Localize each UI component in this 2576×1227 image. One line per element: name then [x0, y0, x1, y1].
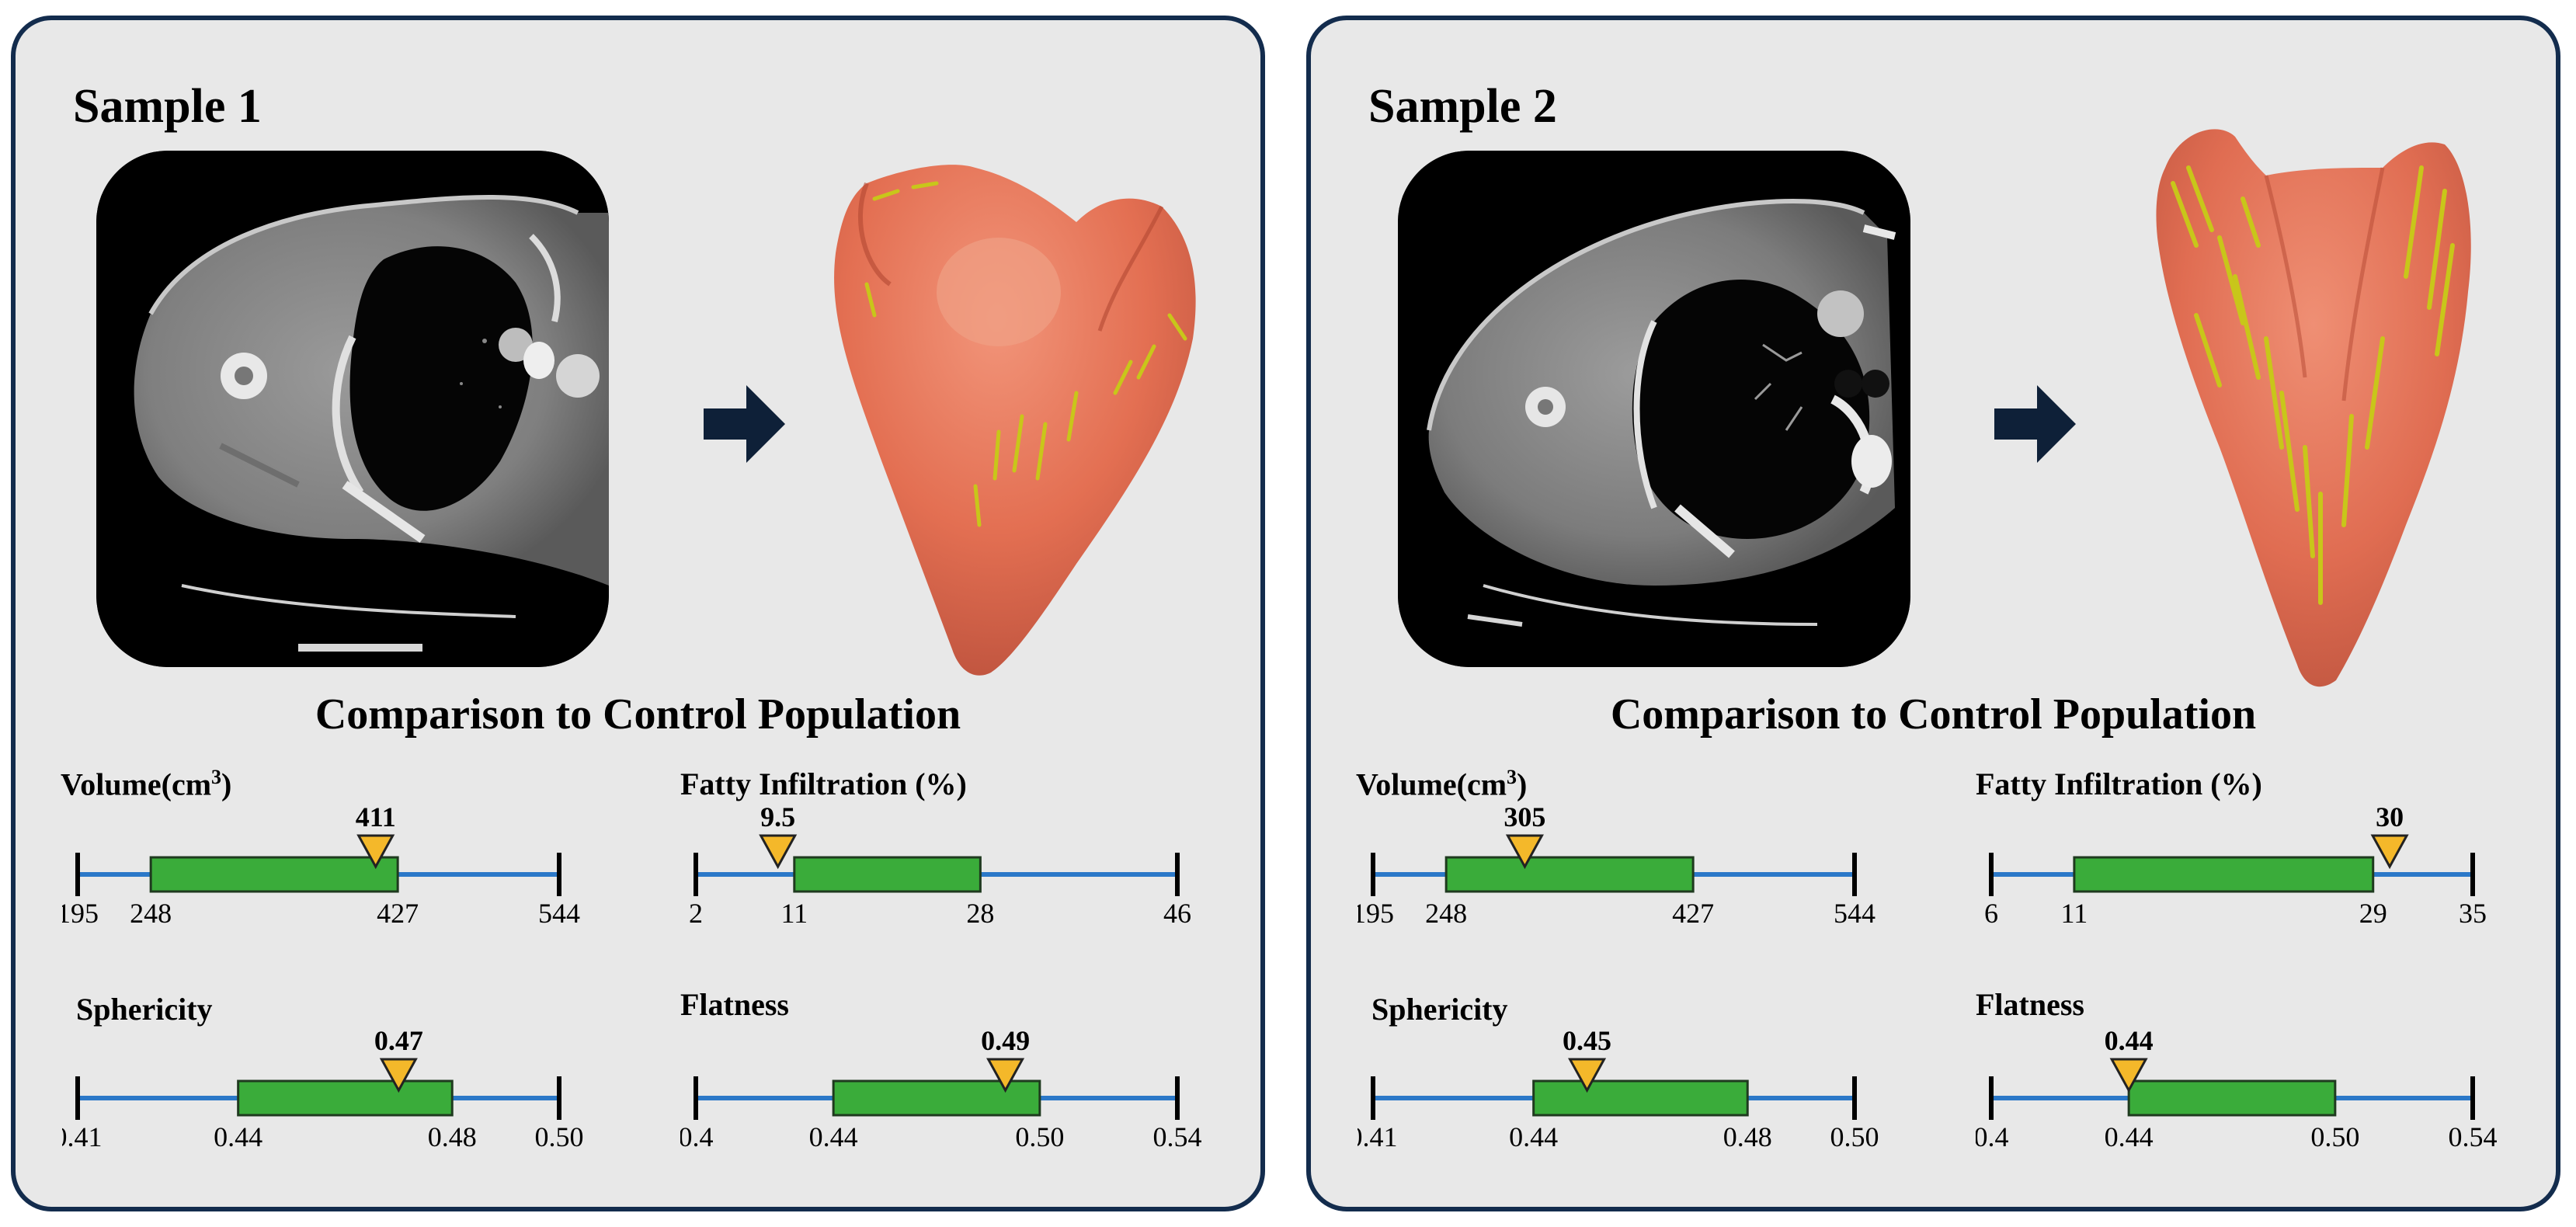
tick-label-min: 195: [62, 898, 99, 929]
metric-sup: 3: [1507, 766, 1517, 788]
tick-label-q1: 248: [130, 898, 172, 929]
tick-label-q1: 0.44: [1509, 1121, 1558, 1152]
value-marker: [2370, 834, 2409, 870]
metric-label-volume: Volume(cm3): [61, 766, 231, 802]
value-label: 0.44: [2105, 1028, 2154, 1056]
metric-suffix: ): [221, 766, 232, 802]
tick-label-max: 0.50: [535, 1121, 584, 1152]
muscle-3d-render: [834, 165, 1196, 676]
tick-label-q1: 0.44: [214, 1121, 262, 1152]
sample-title: Sample 2: [1368, 80, 1557, 133]
value-marker: [379, 1058, 418, 1093]
value-marker: [1505, 834, 1544, 870]
tick-label-max: 544: [538, 898, 580, 929]
metric-chart-volume: 305 195 248 427 544: [1358, 805, 1876, 929]
sample-title: Sample 1: [73, 80, 262, 133]
comparison-title: Comparison to Control Population: [1610, 690, 2257, 739]
metric-chart-volume: 411 195 248 427 544: [62, 805, 580, 929]
tick-label-q3: 0.48: [428, 1121, 477, 1152]
sample-1-panel: Sample 1: [11, 16, 1265, 1211]
metric-label-flatness: Flatness: [1976, 987, 2084, 1022]
metric-label-volume: Volume(cm3): [1356, 766, 1527, 802]
tick-label-max: 0.54: [2449, 1121, 2498, 1152]
tick-label-q1: 11: [2061, 898, 2088, 929]
tick-label-max: 544: [1834, 898, 1876, 929]
tick-label-q1: 0.44: [809, 1121, 858, 1152]
metric-label-sphericity: Sphericity: [1371, 992, 1508, 1027]
iqr-box: [237, 1079, 454, 1117]
value-label: 411: [356, 805, 396, 832]
tick-label-q1: 11: [780, 898, 808, 929]
metric-chart-sphericity: 0.45 0.41 0.44 0.48 0.50: [1358, 1028, 1879, 1152]
metric-sup: 3: [211, 766, 222, 788]
metric-label-fatty-infiltration: Fatty Infiltration (%): [1976, 766, 2262, 801]
iqr-box: [149, 856, 399, 893]
arrow-right-icon: [1994, 385, 2076, 463]
tick-label-q3: 29: [2359, 898, 2387, 929]
tick-label-min: 0.4: [680, 1121, 714, 1152]
muscle-3d-render: [2156, 129, 2471, 687]
tick-label-q3: 28: [966, 898, 994, 929]
value-label: 30: [2376, 805, 2404, 832]
tick-label-q1: 248: [1425, 898, 1467, 929]
iqr-box: [1444, 856, 1695, 893]
tick-label-min: 0.41: [62, 1121, 103, 1152]
value-marker: [356, 834, 395, 870]
tick-label-min: 0.4: [1976, 1121, 2009, 1152]
value-label: 0.47: [374, 1028, 423, 1056]
value-marker: [1568, 1058, 1607, 1093]
metric-label-flatness: Flatness: [680, 987, 789, 1022]
tick-label-max: 0.50: [1830, 1121, 1879, 1152]
tick-label-max: 35: [2459, 898, 2487, 929]
value-label: 305: [1504, 805, 1545, 832]
tick-label-min: 6: [1984, 898, 1998, 929]
value-label: 0.45: [1563, 1028, 1611, 1056]
tick-label-min: 0.41: [1358, 1121, 1398, 1152]
metric-label-fatty-infiltration: Fatty Infiltration (%): [680, 766, 967, 801]
iqr-box: [2127, 1079, 2337, 1117]
value-label: 9.5: [760, 805, 795, 832]
iqr-box: [1532, 1079, 1749, 1117]
metric-chart-sphericity: 0.47 0.41 0.44 0.48 0.50: [62, 1028, 584, 1152]
value-marker: [986, 1058, 1025, 1093]
value-marker: [759, 834, 798, 870]
metric-label-sphericity: Sphericity: [76, 992, 213, 1027]
metric-chart-flatness: 0.49 0.4 0.44 0.50 0.54: [680, 1028, 1202, 1152]
ct-scan-image: [96, 151, 609, 667]
comparison-title: Comparison to Control Population: [315, 690, 961, 739]
metric-suffix: ): [1517, 766, 1528, 802]
tick-label-q3: 0.48: [1723, 1121, 1772, 1152]
tick-label-q3: 0.50: [2310, 1121, 2359, 1152]
tick-label-max: 0.54: [1153, 1121, 1202, 1152]
value-label: 0.49: [981, 1028, 1030, 1056]
tick-label-q3: 0.50: [1015, 1121, 1064, 1152]
metric-name: Volume(cm: [61, 766, 212, 802]
value-marker: [2109, 1058, 2148, 1093]
metric-name: Volume(cm: [1356, 766, 1507, 802]
sample-2-panel: Sample 2: [1306, 16, 2560, 1211]
tick-label-q1: 0.44: [2105, 1121, 2154, 1152]
tick-label-max: 46: [1163, 898, 1191, 929]
metric-chart-flatness: 0.44 0.4 0.44 0.50 0.54: [1976, 1028, 2498, 1152]
metric-chart-fatty-infiltration: 30 6 11 29 35: [1984, 805, 2487, 929]
iqr-box: [793, 856, 982, 893]
ct-scan-image: [1398, 151, 1910, 667]
metric-chart-fatty-infiltration: 9.5 2 11 28 46: [689, 805, 1191, 929]
tick-label-min: 2: [689, 898, 703, 929]
tick-label-q3: 427: [1672, 898, 1714, 929]
tick-label-q3: 427: [377, 898, 419, 929]
arrow-right-icon: [704, 385, 785, 463]
iqr-box: [2073, 856, 2375, 893]
tick-label-min: 195: [1358, 898, 1394, 929]
